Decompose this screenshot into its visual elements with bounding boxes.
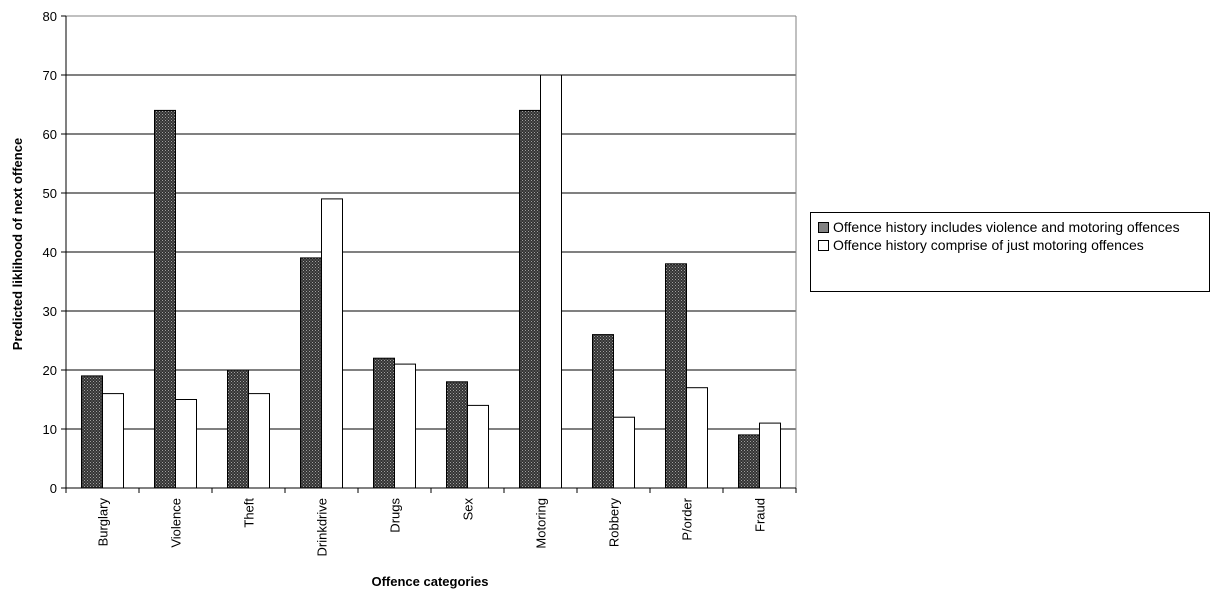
x-tick-label: Fraud xyxy=(753,498,768,532)
legend-item-series-2: Offence history comprise of just motorin… xyxy=(818,237,1203,253)
bar-series-2-porder xyxy=(686,387,708,489)
bar-series-2-theft xyxy=(248,393,270,489)
x-axis-title: Offence categories xyxy=(371,574,488,589)
y-tick-label: 30 xyxy=(43,304,57,319)
bar-series-2-motoring xyxy=(540,74,562,489)
bar-series-2-burglary xyxy=(102,393,124,489)
y-tick-label: 80 xyxy=(43,9,57,24)
y-tick-label: 70 xyxy=(43,68,57,83)
x-tick-label: Drugs xyxy=(388,498,403,533)
bar-series-1-sex xyxy=(446,381,468,489)
y-tick-label: 40 xyxy=(43,245,57,260)
x-tick-label: Burglary xyxy=(96,498,111,547)
bar-series-1-porder xyxy=(665,263,687,489)
x-tick-labels: Burglary Violence Theft Drinkdrive Drugs Sex M… xyxy=(96,497,768,556)
legend-swatch-light xyxy=(818,240,829,251)
y-tick-labels: 0 10 20 30 40 50 60 70 80 xyxy=(43,9,57,496)
x-tick-label: Theft xyxy=(242,498,257,528)
bar-series-1-motoring xyxy=(519,109,541,489)
x-tick-label: Sex xyxy=(461,498,476,521)
legend-swatch-dark xyxy=(818,222,829,233)
y-axis-title: Predicted liklihood of next offence xyxy=(10,138,25,350)
x-tick-label: P/order xyxy=(680,497,695,540)
x-tick-label: Violence xyxy=(169,498,184,548)
legend-label-series-1: Offence history includes violence and mo… xyxy=(833,219,1180,235)
axes xyxy=(61,15,797,493)
bar-series-1-violence xyxy=(154,109,176,489)
x-tick-label: Motoring xyxy=(534,498,549,549)
bar-series-2-robbery xyxy=(613,416,635,489)
bar-series-2-violence xyxy=(175,399,197,489)
y-tick-label: 50 xyxy=(43,186,57,201)
gridlines xyxy=(66,15,796,430)
bar-series-2-drugs xyxy=(394,363,416,489)
bar-series-2-fraud xyxy=(759,422,781,489)
bar-series-1-theft xyxy=(227,369,249,489)
legend: Offence history includes violence and mo… xyxy=(810,212,1210,292)
bar-series-1-drinkdrive xyxy=(300,257,322,489)
y-tick-label: 0 xyxy=(50,481,57,496)
x-tick-label: Robbery xyxy=(607,498,622,548)
legend-label-series-2: Offence history comprise of just motorin… xyxy=(833,237,1144,253)
bar-series-1-burglary xyxy=(81,375,103,489)
y-tick-label: 10 xyxy=(43,422,57,437)
bar-series-2-sex xyxy=(467,404,489,489)
bar-series-1-fraud xyxy=(738,434,760,489)
x-tick-label: Drinkdrive xyxy=(315,498,330,557)
y-tick-label: 20 xyxy=(43,363,57,378)
bar-series-1-robbery xyxy=(592,334,614,489)
bars xyxy=(81,74,781,489)
y-tick-label: 60 xyxy=(43,127,57,142)
legend-item-series-1: Offence history includes violence and mo… xyxy=(818,219,1203,235)
bar-series-2-drinkdrive xyxy=(321,198,343,489)
bar-series-1-drugs xyxy=(373,357,395,489)
